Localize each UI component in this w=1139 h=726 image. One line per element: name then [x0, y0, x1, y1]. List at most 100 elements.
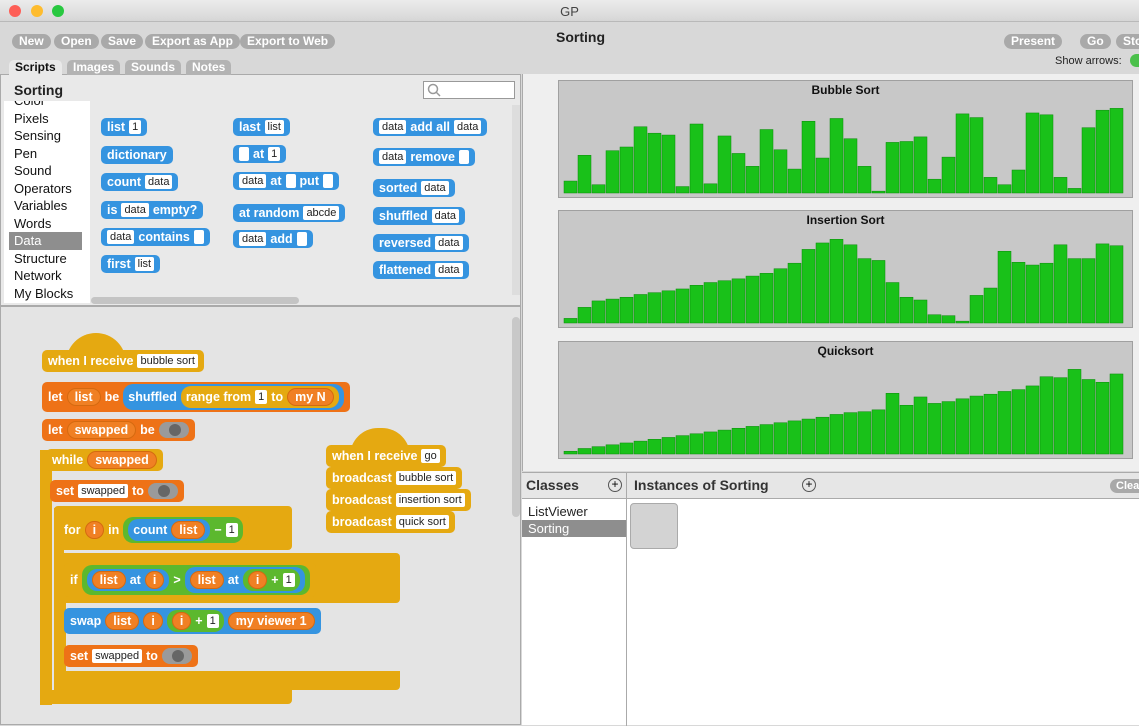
category[interactable]: Sound — [14, 163, 52, 178]
input-slot: abcde — [303, 206, 340, 220]
bar — [703, 183, 718, 194]
bar — [717, 429, 732, 455]
bar — [1095, 381, 1110, 455]
palette-block[interactable]: data remove — [373, 148, 475, 166]
toolbar-button[interactable]: Export to Web — [240, 34, 336, 49]
toolbar-button[interactable]: Open — [54, 34, 99, 49]
empty-slot — [285, 174, 296, 188]
bar — [689, 123, 704, 194]
palette-block[interactable]: shuffled data — [373, 207, 466, 225]
script-block[interactable]: set swapped to — [50, 480, 184, 502]
toolbar-button[interactable]: New — [12, 34, 51, 49]
toolbar-button[interactable]: Save — [101, 34, 144, 49]
toolbar-button[interactable]: Present — [1004, 34, 1063, 49]
script-block[interactable]: let swapped be — [42, 419, 195, 441]
block-label: contains — [138, 230, 190, 244]
bar — [801, 120, 816, 194]
bar — [983, 287, 998, 324]
category[interactable]: Operators — [14, 180, 72, 196]
palette-block[interactable]: data add all data — [373, 118, 488, 136]
close-button[interactable] — [9, 5, 21, 17]
tab[interactable]: Scripts — [9, 60, 62, 75]
block-label: broadcast — [332, 471, 392, 485]
bar — [885, 282, 900, 324]
category[interactable]: Variables — [14, 198, 68, 213]
instance-thumbnail[interactable] — [630, 503, 678, 549]
category[interactable]: Pen — [14, 145, 38, 161]
class-item[interactable]: Sorting — [528, 521, 570, 536]
category[interactable]: Network — [14, 268, 62, 283]
block-label: in — [108, 523, 120, 537]
palette-block[interactable]: flattened data — [373, 261, 469, 279]
category[interactable]: Pixels — [14, 110, 49, 126]
palette-block[interactable]: data contains — [101, 228, 210, 246]
category[interactable]: Structure — [14, 250, 67, 266]
palette-block[interactable]: first list — [101, 255, 161, 273]
tab[interactable]: Sounds — [125, 60, 181, 75]
bar — [605, 150, 620, 194]
category[interactable]: Sensing — [14, 128, 61, 143]
palette-block[interactable]: data at put — [233, 172, 339, 190]
block-label: while — [52, 453, 84, 467]
script-block[interactable]: while swapped — [46, 449, 163, 471]
search-box[interactable] — [423, 81, 515, 99]
palette-block[interactable]: last list — [233, 118, 290, 136]
palette-block[interactable]: count data — [101, 173, 179, 191]
script-block[interactable]: broadcast quick sort — [326, 511, 455, 533]
script-block[interactable]: when I receive bubble sort — [42, 350, 204, 372]
tab[interactable]: Notes — [186, 60, 232, 75]
palette-block[interactable]: sorted data — [373, 179, 455, 197]
input-slot: 1 — [255, 390, 268, 404]
category[interactable]: My Blocks — [14, 285, 74, 301]
script-block[interactable]: broadcast insertion sort — [326, 489, 471, 511]
palette-block[interactable]: at random abcde — [233, 204, 346, 222]
input-slot: 1 — [225, 523, 238, 537]
script-block[interactable]: if list at i > list at i +1 — [64, 563, 316, 597]
tab[interactable]: Images — [67, 60, 121, 75]
palette-block[interactable]: data add — [233, 230, 313, 248]
block-label: count — [133, 523, 168, 537]
bar — [675, 186, 690, 194]
palette-panel: Sorting ColorPixels Sensing Pen Sound Operat… — [0, 74, 521, 306]
class-item[interactable]: ListViewer — [528, 504, 588, 519]
clear-button[interactable]: Clear — [1110, 479, 1139, 493]
category[interactable]: Color — [9, 101, 82, 110]
script-block[interactable]: for i in count list −1 — [58, 515, 249, 545]
block-label: broadcast — [332, 515, 392, 529]
variable: my viewer 1 — [227, 612, 315, 630]
bar — [675, 435, 690, 455]
script-block[interactable]: let list be shuffled range from 1 to my N — [42, 382, 350, 412]
input-slot: data — [107, 230, 135, 244]
zoom-button[interactable] — [52, 5, 64, 17]
bar — [927, 314, 942, 324]
toolbar-button[interactable]: Go — [1080, 34, 1111, 49]
minimize-button[interactable] — [31, 5, 43, 17]
show-arrows-toggle[interactable] — [1130, 54, 1139, 67]
bar — [1025, 112, 1040, 194]
reporter: i +1 — [166, 610, 224, 632]
palette-block[interactable]: is data empty? — [101, 201, 204, 219]
bar — [1081, 127, 1096, 194]
palette-block[interactable]: reversed data — [373, 234, 469, 252]
script-block[interactable]: when I receive go — [326, 445, 446, 467]
palette-block[interactable]: dictionary — [101, 146, 173, 164]
palette-block[interactable]: at 1 — [233, 145, 287, 163]
script-block[interactable]: set swapped to — [64, 645, 198, 667]
bar — [619, 296, 634, 324]
add-class-button[interactable]: + — [608, 478, 622, 492]
palette-block[interactable]: list 1 — [101, 118, 148, 136]
block-label: to — [271, 390, 284, 404]
toolbar-button[interactable]: Export as App — [145, 34, 240, 49]
project-name: Sorting — [556, 29, 605, 45]
add-instance-button[interactable]: + — [802, 478, 816, 492]
block-label: shuffled — [128, 390, 177, 404]
script-block[interactable]: broadcast bubble sort — [326, 467, 463, 489]
block-label: at random — [239, 206, 300, 220]
bar — [871, 190, 886, 194]
toolbar-button[interactable]: Stop — [1116, 34, 1139, 49]
bar — [927, 178, 942, 194]
category[interactable]: Words — [14, 215, 52, 231]
input-slot: list — [264, 120, 284, 134]
script-block[interactable]: swap list i i +1 my viewer 1 — [64, 608, 321, 634]
category[interactable]: Data — [9, 232, 82, 250]
